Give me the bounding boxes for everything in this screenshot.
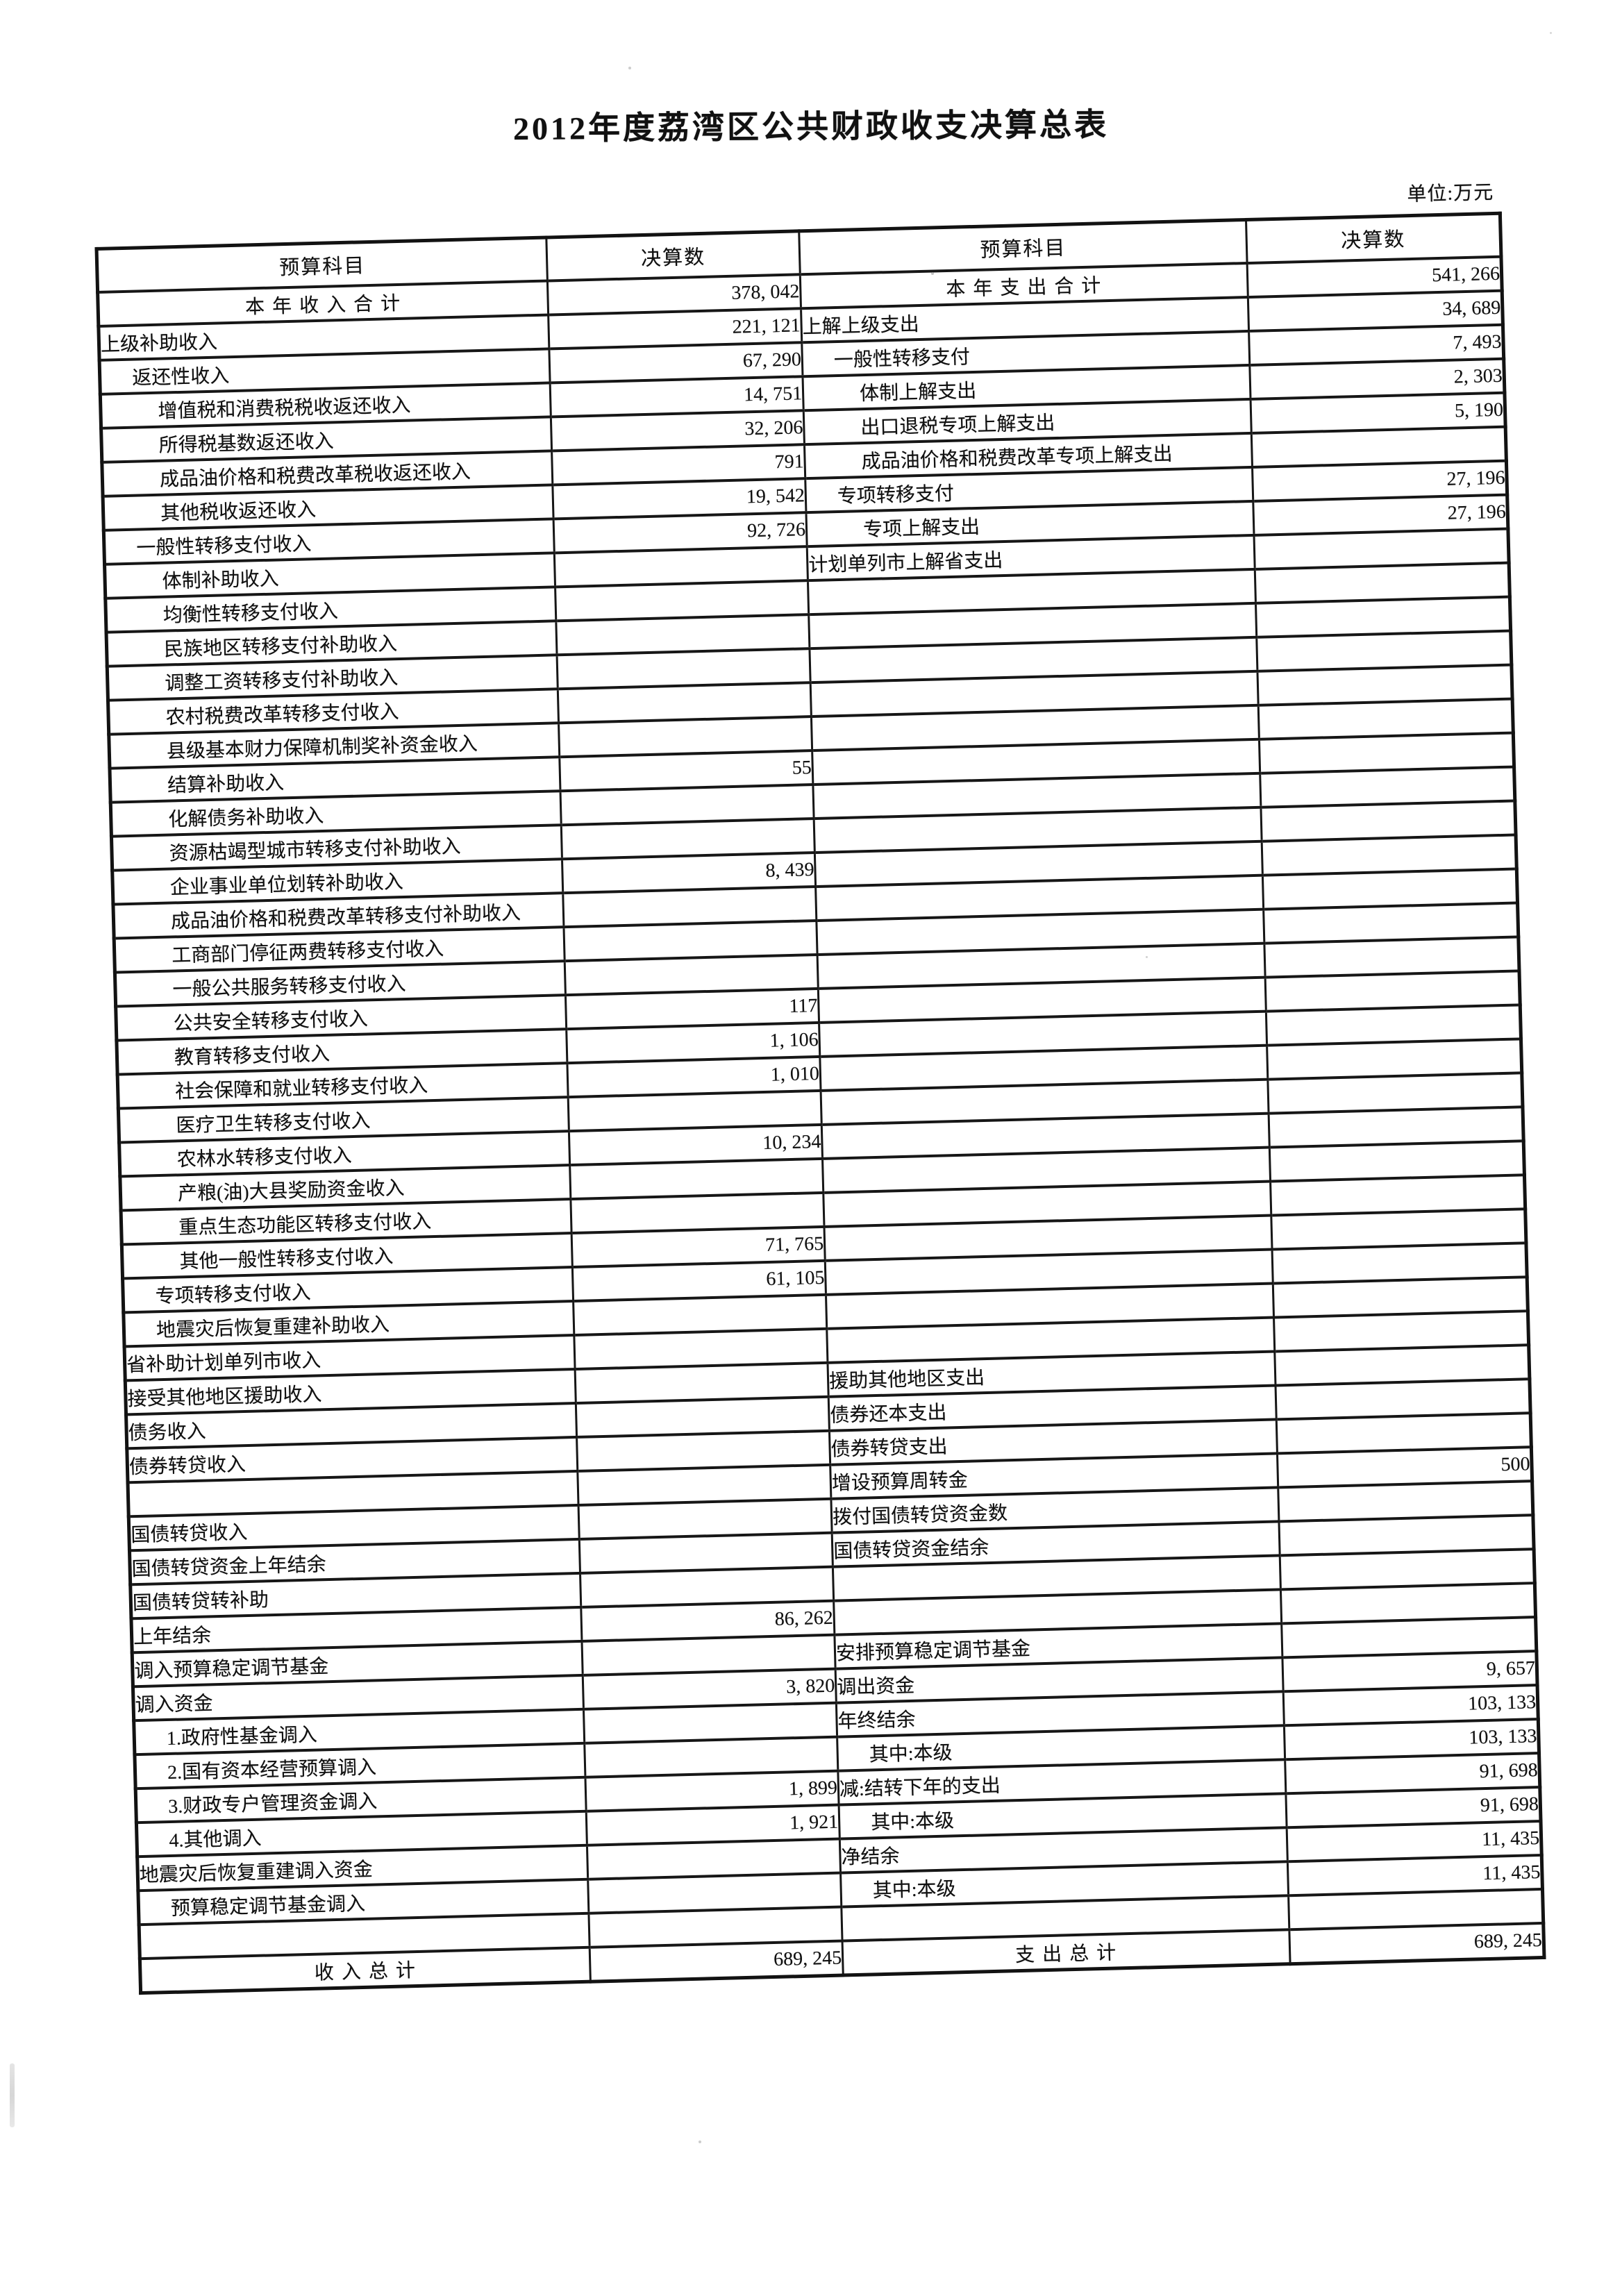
page-title: 2012年度荔湾区公共财政收支决算总表	[512, 107, 1110, 146]
unit-label: 单位:万元	[1406, 181, 1494, 206]
scan-speck	[931, 272, 934, 275]
amount-cell-left: 689, 245	[590, 1941, 844, 1982]
scan-speck	[628, 67, 631, 69]
header-amount-left: 决算数	[546, 231, 801, 281]
scan-speck	[1550, 32, 1552, 34]
table-body: 预算科目 决算数 预算科目 决算数 本 年 收 入 合 计 378, 042 本 年…	[97, 213, 1544, 1993]
amount-cell-right: 689, 245	[1289, 1922, 1544, 1964]
scan-smudge	[10, 2063, 15, 2127]
budget-table: 预算科目 决算数 预算科目 决算数 本 年 收 入 合 计 378, 042 本 年…	[94, 211, 1546, 1995]
table-sheet: 单位:万元 预算科目 决算数 预算科目 决算数 本 年 收 入 合 计 378, …	[94, 182, 1546, 1995]
scan-speck	[699, 2140, 701, 2143]
header-amount-right: 决算数	[1246, 213, 1501, 263]
scan-speck	[1146, 956, 1148, 958]
